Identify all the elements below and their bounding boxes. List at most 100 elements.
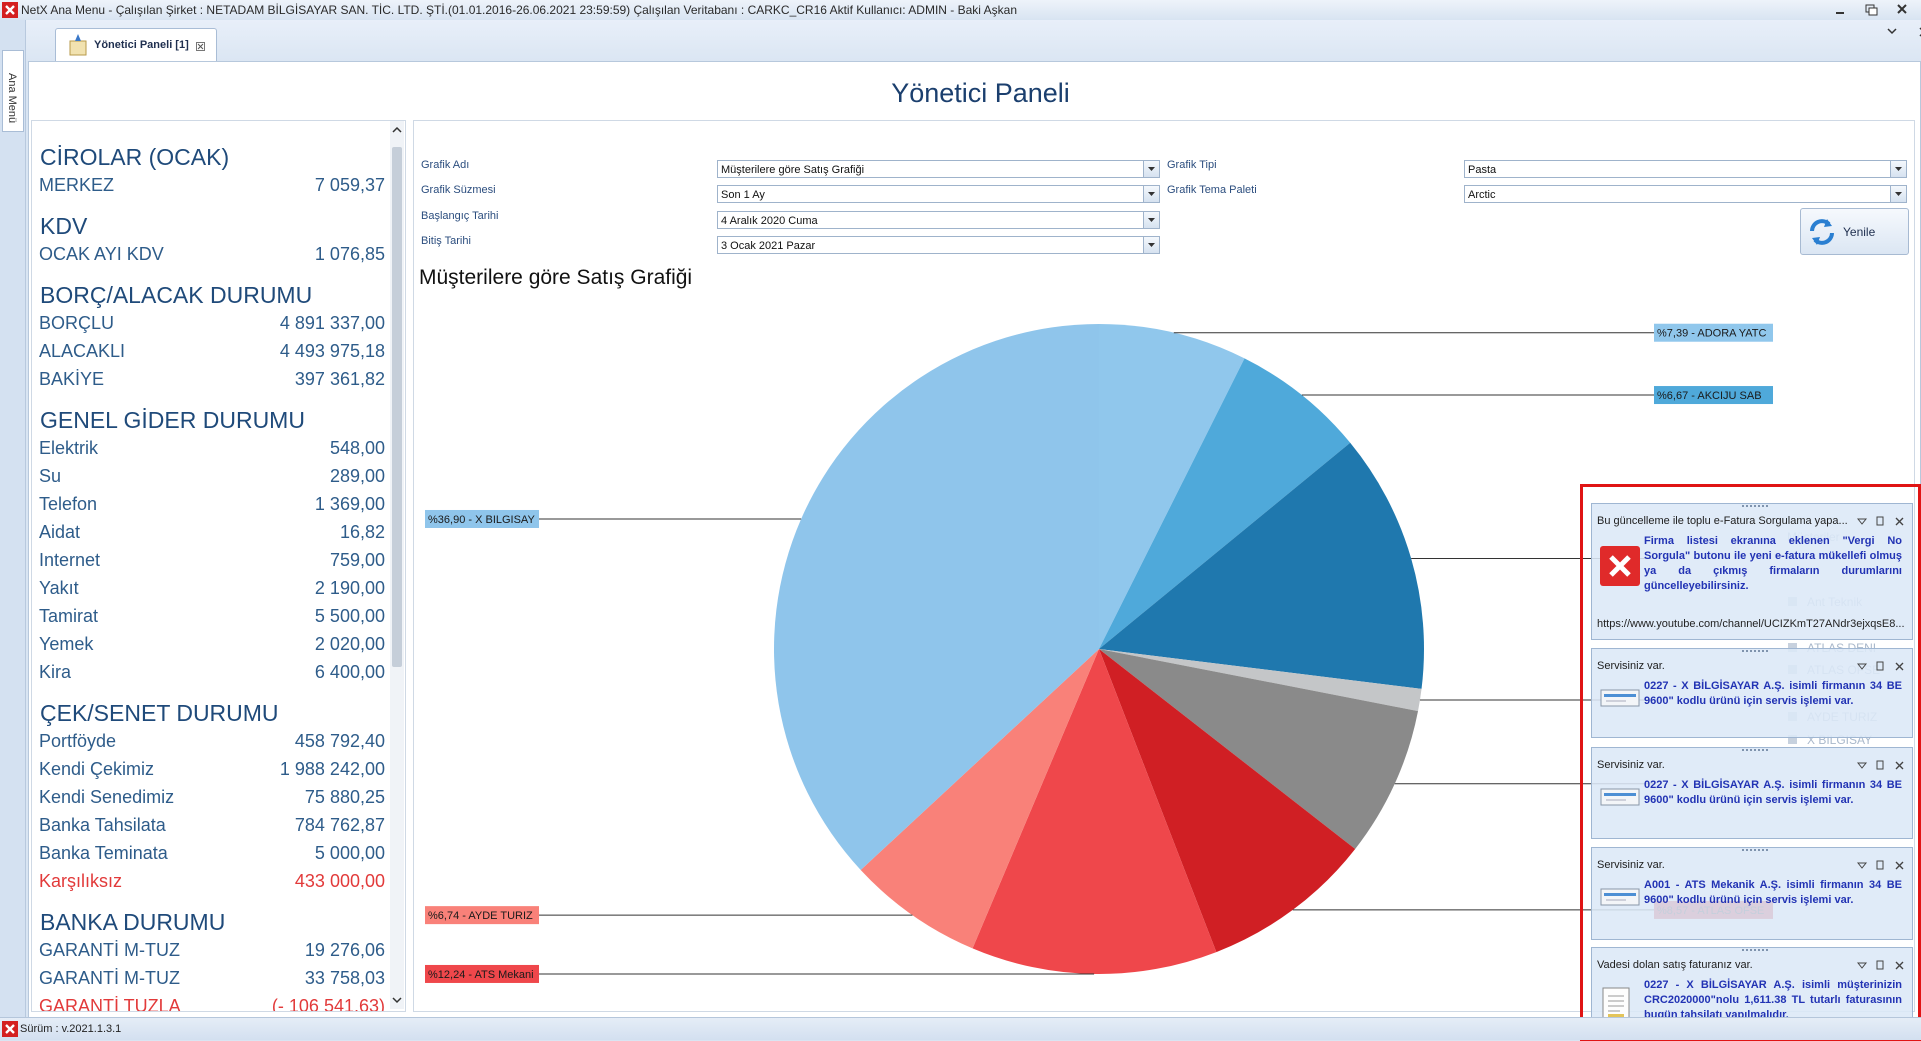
legend-swatch — [1788, 735, 1797, 744]
row-label: GARANTİ TUZLA — [39, 996, 181, 1012]
field-label: Başlangıç Tarihi — [421, 210, 499, 222]
row-label: GARANTİ M-TUZ — [39, 968, 180, 988]
notification[interactable]: Servisiniz var. 0227 - X BİLGİSAYAR A.Ş. … — [1591, 747, 1913, 839]
scroll-up[interactable] — [392, 125, 402, 135]
section-title: KDV — [40, 213, 88, 239]
combo-box[interactable]: Arctic — [1464, 185, 1907, 203]
notification-buttons[interactable] — [1856, 859, 1906, 871]
row-label: Su — [39, 466, 62, 486]
scroll-down[interactable] — [392, 995, 402, 1005]
notification-buttons[interactable] — [1856, 515, 1906, 527]
notification[interactable]: Servisiniz var. 0227 - X BİLGİSAYAR A.Ş. … — [1591, 648, 1913, 738]
row-value: 1 369,00 — [314, 494, 385, 514]
row-value: 2 020,00 — [314, 634, 385, 654]
combo-arrow[interactable] — [1143, 237, 1159, 253]
window-buttons[interactable] — [1830, 3, 1918, 17]
notification-icon — [1600, 687, 1640, 714]
app-icon — [2, 2, 18, 18]
notification-buttons[interactable] — [1856, 660, 1906, 672]
combo-arrow[interactable] — [1890, 161, 1906, 177]
combo-box[interactable]: Pasta — [1464, 160, 1907, 178]
pie-slice — [1099, 358, 1351, 649]
side-tab[interactable]: Ana Menü — [2, 50, 24, 132]
notification-link[interactable]: https://www.youtube.com/channel/UCIZKmT2… — [1597, 618, 1905, 630]
row-label: GARANTİ M-TUZ — [39, 940, 180, 960]
row-label: Kira — [39, 662, 72, 682]
row-value: 759,00 — [329, 550, 385, 570]
combo-arrow[interactable] — [1143, 161, 1159, 177]
row-label: Yakıt — [39, 578, 79, 598]
row-label: Internet — [39, 550, 101, 570]
tab-icon — [69, 34, 87, 56]
notification-title: Vadesi dolan satış faturanız var. — [1597, 959, 1753, 971]
pie-slice — [1099, 442, 1424, 689]
combo-value: 3 Ocak 2021 Pazar — [721, 240, 816, 252]
scrollbar[interactable] — [390, 121, 404, 1009]
row-label: Tamirat — [39, 606, 99, 626]
row-value: 433 000,00 — [294, 871, 385, 891]
status-bar: Sürüm : v.2021.1.3.1 — [0, 1017, 1921, 1040]
row-value: 75 880,25 — [304, 787, 385, 807]
tab-close[interactable] — [196, 42, 205, 51]
row-value: (- 106 541,63) — [271, 996, 385, 1012]
notification-buttons[interactable] — [1856, 959, 1906, 971]
combo-value: Arctic — [1468, 189, 1496, 201]
tab-row-buttons[interactable] — [1886, 26, 1921, 38]
panel-title: Yönetici Paneli — [891, 78, 1070, 108]
row-label: OCAK AYI KDV — [39, 244, 164, 264]
tab-row: Yönetici Paneli [1] — [26, 20, 1921, 62]
row-value: 289,00 — [329, 466, 385, 486]
scroll-thumb[interactable] — [392, 147, 402, 667]
notification[interactable]: Bu güncelleme ile toplu e-Fatura Sorgula… — [1591, 503, 1913, 640]
notification-title: Servisiniz var. — [1597, 759, 1665, 771]
refresh-button[interactable]: Yenile — [1800, 208, 1909, 255]
combo-arrow[interactable] — [1143, 212, 1159, 228]
label-box — [1654, 386, 1773, 405]
row-label: Karşılıksız — [39, 871, 123, 891]
combo-box[interactable]: Son 1 Ay — [717, 185, 1160, 203]
label-box — [425, 964, 539, 983]
row-label: ALACAKLI — [39, 341, 126, 361]
row-value: 548,00 — [329, 438, 385, 458]
row-value: 16,82 — [339, 522, 385, 542]
status-icon — [2, 1021, 18, 1037]
notification-title: Bu güncelleme ile toplu e-Fatura Sorgula… — [1597, 515, 1848, 527]
notification-buttons[interactable] — [1856, 759, 1906, 771]
slice-label: %6,74 - AYDE TURIZ — [428, 910, 533, 922]
legend-swatch — [1788, 643, 1797, 652]
row-value: 5 500,00 — [314, 606, 385, 626]
combo-value: Pasta — [1468, 164, 1497, 176]
combo-box[interactable]: 3 Ocak 2021 Pazar — [717, 236, 1160, 254]
row-value: 7 059,37 — [314, 175, 385, 195]
grip — [1742, 650, 1768, 652]
notification-body: Firma listesi ekranına eklenen "Vergi No… — [1644, 535, 1902, 592]
version: Sürüm : v.2021.1.3.1 — [20, 1023, 122, 1035]
notification-icon — [1600, 786, 1640, 813]
row-value: 5 000,00 — [314, 843, 385, 863]
title-bar: NetX Ana Menu - Çalışılan Şirket : NETAD… — [0, 0, 1921, 20]
combo-box[interactable]: 4 Aralık 2020 Cuma — [717, 211, 1160, 229]
slice-label: %12,24 - ATS Mekani — [428, 969, 534, 981]
pie-slice — [1099, 649, 1356, 953]
combo-box[interactable]: Müşterilere göre Satış Grafiği — [717, 160, 1160, 178]
row-label: Elektrik — [39, 438, 99, 458]
notification-body: 0227 - X BİLGİSAYAR A.Ş. isimli firmanın… — [1644, 779, 1902, 806]
tab[interactable]: Yönetici Paneli [1] — [55, 28, 217, 62]
refresh-label: Yenile — [1843, 225, 1876, 239]
row-value: 6 400,00 — [314, 662, 385, 682]
row-label: Kendi Senedimiz — [39, 787, 175, 807]
combo-arrow[interactable] — [1890, 186, 1906, 202]
row-value: 1 988 242,00 — [279, 759, 385, 779]
section-title: BANKA DURUMU — [40, 909, 226, 935]
combo-value: Son 1 Ay — [721, 189, 765, 201]
row-value: 33 758,03 — [304, 968, 385, 988]
slice-label: %36,90 - X BILGISAY — [428, 514, 535, 526]
combo-value: 4 Aralık 2020 Cuma — [721, 215, 818, 227]
notification[interactable]: Servisiniz var. A001 - ATS Mekanik A.Ş. i… — [1591, 847, 1913, 940]
pie-slice — [774, 324, 1099, 870]
row-value: 1 076,85 — [314, 244, 385, 264]
field-label: Bitiş Tarihi — [421, 235, 471, 247]
combo-arrow[interactable] — [1143, 186, 1159, 202]
field-label: Grafik Süzmesi — [421, 184, 496, 196]
grip — [1742, 749, 1768, 751]
